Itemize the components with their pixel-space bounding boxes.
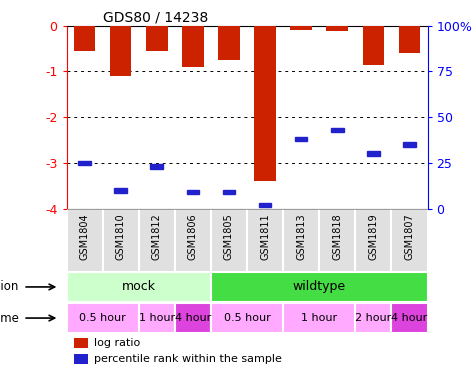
Bar: [110, 26, 132, 76]
Bar: [66, 303, 139, 333]
Text: infection: infection: [0, 280, 19, 294]
Bar: [74, 338, 88, 348]
Text: wildtype: wildtype: [293, 280, 346, 294]
Text: 1 hour: 1 hour: [139, 313, 175, 323]
Text: GSM1804: GSM1804: [79, 214, 90, 260]
Text: GSM1807: GSM1807: [404, 214, 415, 260]
Text: 0.5 hour: 0.5 hour: [224, 313, 270, 323]
Text: log ratio: log ratio: [94, 338, 140, 348]
Bar: [362, 26, 384, 64]
Bar: [146, 26, 168, 51]
Bar: [78, 161, 91, 165]
Text: GSM1818: GSM1818: [332, 214, 342, 260]
Bar: [403, 142, 416, 147]
Bar: [326, 26, 348, 31]
Bar: [182, 26, 204, 67]
Bar: [187, 190, 199, 194]
Text: GSM1805: GSM1805: [224, 214, 234, 260]
Bar: [74, 26, 95, 51]
Text: GSM1806: GSM1806: [188, 214, 198, 260]
Bar: [151, 164, 163, 169]
Bar: [399, 26, 420, 53]
Bar: [211, 303, 283, 333]
Bar: [114, 188, 127, 193]
Bar: [259, 203, 271, 207]
Bar: [391, 303, 428, 333]
Bar: [74, 354, 88, 365]
Text: 2 hour: 2 hour: [355, 313, 391, 323]
Text: mock: mock: [122, 280, 156, 294]
Bar: [218, 26, 240, 60]
Bar: [367, 152, 380, 156]
Bar: [331, 128, 343, 132]
Text: 4 hour: 4 hour: [175, 313, 211, 323]
Text: percentile rank within the sample: percentile rank within the sample: [94, 354, 282, 365]
Text: GSM1811: GSM1811: [260, 214, 270, 260]
Text: GDS80 / 14238: GDS80 / 14238: [103, 11, 208, 25]
Text: GSM1813: GSM1813: [296, 214, 306, 260]
Text: GSM1819: GSM1819: [368, 214, 379, 260]
Bar: [290, 26, 312, 30]
Text: 4 hour: 4 hour: [391, 313, 428, 323]
Text: GSM1812: GSM1812: [152, 214, 162, 260]
Bar: [211, 272, 428, 302]
Bar: [175, 303, 211, 333]
Bar: [66, 272, 211, 302]
Bar: [254, 26, 276, 181]
Bar: [355, 303, 391, 333]
Text: GSM1810: GSM1810: [115, 214, 126, 260]
Bar: [223, 190, 235, 194]
Text: 1 hour: 1 hour: [301, 313, 337, 323]
Bar: [283, 303, 355, 333]
Bar: [295, 137, 307, 141]
Text: 0.5 hour: 0.5 hour: [79, 313, 126, 323]
Text: time: time: [0, 311, 19, 325]
Bar: [139, 303, 175, 333]
